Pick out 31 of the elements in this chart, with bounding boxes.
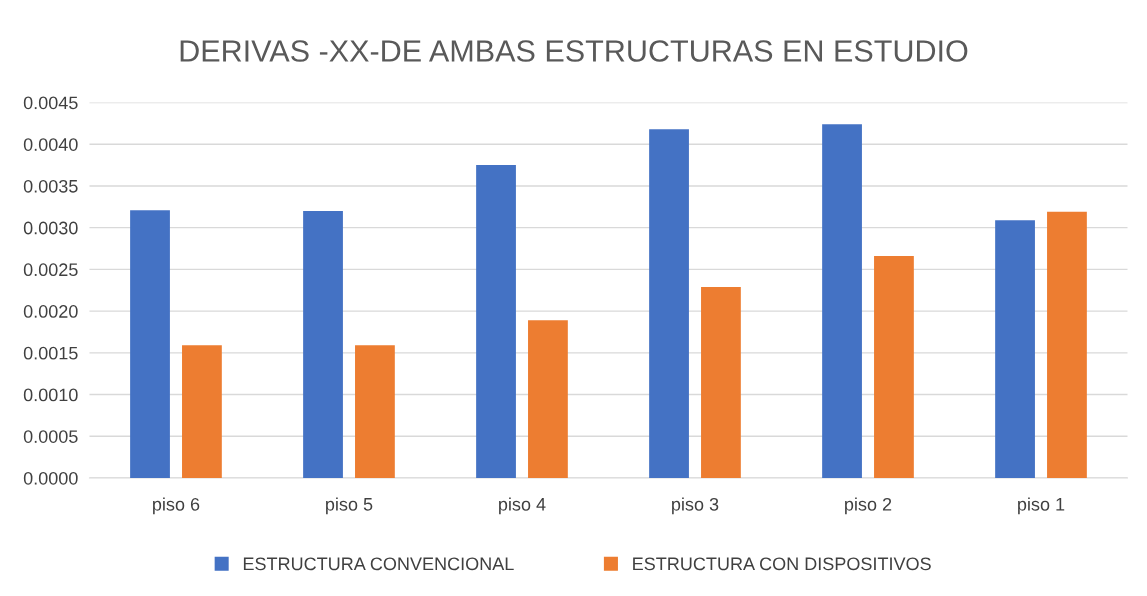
legend-label: ESTRUCTURA CONVENCIONAL — [243, 557, 514, 571]
legend-label: ESTRUCTURA CON DISPOSITIVOS — [633, 557, 931, 571]
y-tick-label: 0.0015 — [23, 346, 78, 360]
bar — [355, 345, 395, 478]
bar — [1047, 211, 1087, 478]
y-tick-label: 0.0020 — [23, 305, 78, 318]
bar — [182, 345, 222, 478]
bar — [130, 210, 170, 478]
bar — [528, 320, 568, 478]
y-tick-label: 0.0045 — [23, 96, 78, 110]
y-tick-label: 0.0000 — [23, 471, 78, 485]
y-tick-label: 0.0010 — [23, 388, 78, 402]
bar — [649, 129, 689, 478]
x-tick-label: piso 4 — [499, 497, 546, 515]
x-tick-label: piso 5 — [326, 497, 373, 515]
bar — [701, 286, 741, 478]
bar — [822, 124, 862, 478]
bar — [874, 256, 914, 478]
y-tick-label: 0.0030 — [23, 221, 78, 235]
y-tick-label: 0.0025 — [23, 263, 78, 277]
chart-title: DERIVAS -XX-DE AMBAS ESTRUCTURAS EN ESTUDIO — [180, 40, 968, 62]
bar — [995, 220, 1035, 478]
x-tick-label: piso 1 — [1018, 497, 1065, 515]
x-tick-label: piso 3 — [672, 497, 719, 515]
x-tick-label: piso 6 — [153, 497, 200, 515]
y-tick-label: 0.0005 — [23, 430, 78, 443]
y-tick-label: 0.0035 — [23, 179, 78, 193]
y-tick-label: 0.0040 — [23, 138, 78, 151]
x-tick-label: piso 2 — [845, 497, 892, 515]
bar — [476, 165, 516, 478]
bar — [303, 210, 343, 478]
